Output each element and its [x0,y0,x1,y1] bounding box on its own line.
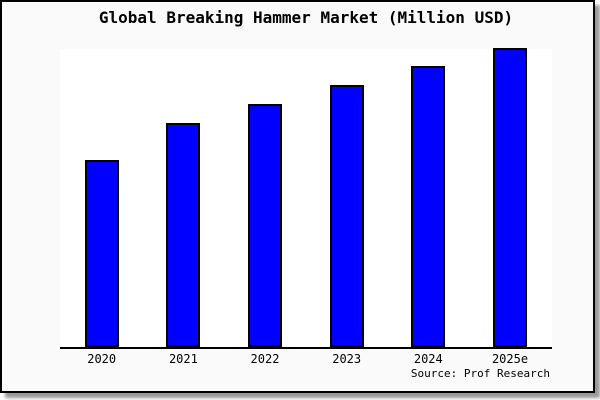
source-credit: Source: Prof Research [410,367,550,380]
x-tick-label: 2020 [87,352,117,366]
plot-area [60,48,552,349]
x-tick-label: 2021 [168,352,198,366]
bar-2022 [248,103,282,347]
bar-2025e [493,48,527,347]
x-tick-label: 2023 [332,352,362,366]
bar-2020 [84,160,119,347]
bar-2023 [329,84,364,347]
x-tick-label: 2024 [413,352,443,366]
x-tick-label: 2022 [250,352,280,366]
bar-2021 [166,123,201,347]
x-tick-label: 2025e [491,352,529,366]
bar-2024 [411,65,446,347]
chart-title: Global Breaking Hammer Market (Million U… [98,8,514,27]
